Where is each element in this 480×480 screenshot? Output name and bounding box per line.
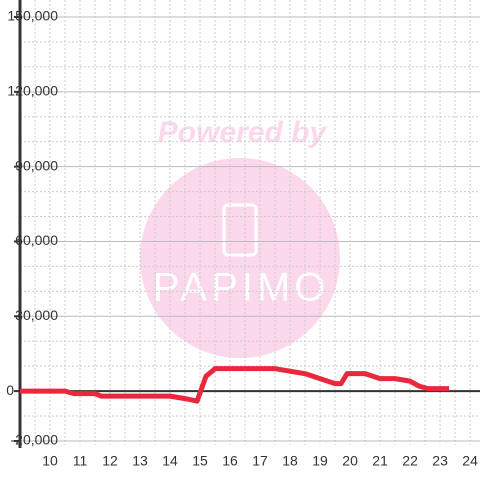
x-tick-label: 24 — [462, 453, 478, 469]
x-tick-label: 13 — [132, 453, 148, 469]
watermark-icon — [222, 203, 258, 257]
y-tick-label: 30,000 — [15, 307, 58, 323]
x-tick-label: 19 — [312, 453, 328, 469]
watermark-logo: PAPIMO — [153, 266, 330, 310]
x-tick-label: 14 — [162, 453, 178, 469]
x-tick-label: 10 — [42, 453, 58, 469]
data-line — [20, 366, 450, 404]
x-tick-label: 23 — [432, 453, 448, 469]
x-tick-label: 21 — [372, 453, 388, 469]
y-tick-label: 0 — [6, 382, 14, 398]
x-tick-label: 11 — [73, 453, 88, 469]
x-tick-label: 20 — [342, 453, 358, 469]
y-tick-label: 90,000 — [15, 157, 58, 173]
x-tick-label: 17 — [252, 453, 268, 469]
x-tick-label: 18 — [282, 453, 298, 469]
x-tick-label: 22 — [402, 453, 418, 469]
x-tick-label: 16 — [222, 453, 238, 469]
y-tick-label: 120,000 — [7, 83, 58, 99]
y-tick-label: 150,000 — [7, 8, 58, 24]
y-tick-label: 60,000 — [15, 232, 58, 248]
x-tick-label: 15 — [192, 453, 208, 469]
y-tick-label: -20,000 — [11, 432, 59, 448]
x-tick-label: 12 — [102, 453, 118, 469]
watermark-title: Powered by — [158, 116, 328, 149]
